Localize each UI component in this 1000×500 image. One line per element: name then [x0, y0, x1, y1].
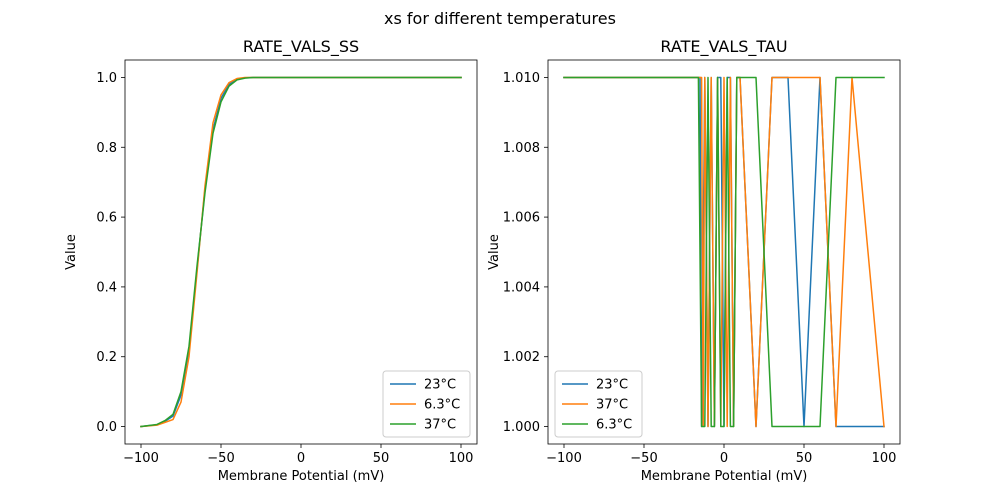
y-axis-label: Value: [64, 234, 79, 270]
x-tick-label: 0: [720, 451, 728, 466]
y-tick-label: 1.000: [503, 420, 540, 435]
legend-label: 6.3°C: [596, 418, 632, 433]
legend: 23°C 37°C 6.3°C: [554, 370, 643, 438]
x-axis-label: Membrane Potential (mV): [641, 469, 808, 484]
series-line-0-2: [140, 76, 462, 428]
legend: 23°C 6.3°C 37°C: [382, 370, 471, 438]
x-tick-label: −100: [546, 451, 582, 466]
x-tick-label: 100: [449, 451, 474, 466]
legend-box: [382, 370, 471, 438]
x-tick-label: −50: [630, 451, 657, 466]
legend-label: 37°C: [596, 398, 628, 413]
y-tick-label: 1.006: [503, 211, 540, 226]
x-axis-label: Membrane Potential (mV): [218, 469, 385, 484]
y-tick-label: 0.4: [96, 280, 117, 295]
legend-label: 23°C: [424, 378, 456, 393]
x-tick-label: −50: [207, 451, 234, 466]
subplot-title: RATE_VALS_TAU: [660, 37, 787, 57]
subplot-rate-vals-tau: −100 −50 0 50 100 1.000 1.002 1.004 1.006 1.008 1.…: [487, 37, 901, 484]
y-tick-label: 1.0: [96, 71, 117, 86]
figure-suptitle: xs for different temperatures: [384, 9, 616, 28]
legend-label: 6.3°C: [424, 398, 460, 413]
y-tick-label: 1.004: [503, 280, 540, 295]
x-tick-label: 50: [373, 451, 390, 466]
series-line-1-1: [563, 76, 885, 428]
legend-box: [554, 370, 643, 438]
subplot-title: RATE_VALS_SS: [243, 37, 359, 57]
y-tick-label: 0.2: [96, 350, 117, 365]
x-tick-label: 100: [872, 451, 897, 466]
y-tick-label: 1.010: [503, 71, 540, 86]
y-axis-label: Value: [487, 234, 502, 270]
legend-label: 23°C: [596, 378, 628, 393]
y-tick-label: 1.008: [503, 141, 540, 156]
series-line-1-2: [563, 76, 885, 428]
y-tick-label: 1.002: [503, 350, 540, 365]
x-tick-label: −100: [123, 451, 159, 466]
x-tick-label: 0: [297, 451, 305, 466]
subplot-rate-vals-ss: −100 −50 0 50 100 0.0 0.2 0.4 0.6 0.8 1.0 RATE_VALS…: [64, 37, 478, 484]
x-tick-label: 50: [796, 451, 813, 466]
y-tick-label: 0.0: [96, 420, 117, 435]
y-tick-label: 0.8: [96, 141, 117, 156]
legend-label: 37°C: [424, 418, 456, 433]
y-tick-label: 0.6: [96, 211, 117, 226]
